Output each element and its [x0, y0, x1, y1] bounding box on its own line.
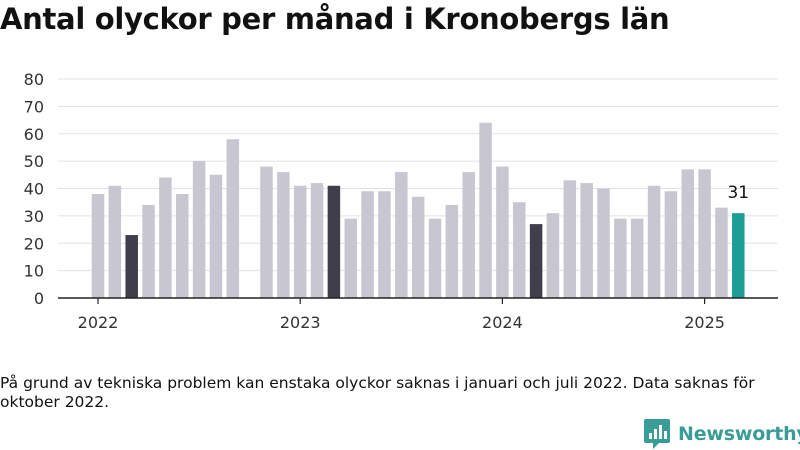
bar: [344, 218, 357, 298]
x-tick-label: 2024: [482, 313, 523, 332]
bar: [293, 185, 307, 298]
y-axis-ticks: 0 10 20 30 40 50 60 70 80: [24, 70, 44, 308]
y-tick-label: 30: [24, 207, 44, 226]
bar: [445, 204, 459, 298]
y-tick-label: 70: [24, 97, 44, 116]
bar: [226, 139, 240, 298]
latest-value-label: 31: [727, 183, 749, 203]
bar: [529, 224, 543, 298]
bar: [630, 218, 644, 298]
brand-name: Newsworthy: [678, 423, 800, 445]
x-tick-label: 2025: [684, 313, 725, 332]
bars: [91, 122, 745, 298]
bar: [91, 193, 105, 298]
bar: [411, 196, 425, 298]
bar: [192, 161, 206, 298]
bar: [260, 166, 273, 298]
bar: [496, 166, 509, 298]
bar: [125, 235, 138, 298]
y-tick-label: 50: [24, 152, 44, 171]
footnote: På grund av tekniska problem kan enstaka…: [0, 374, 755, 411]
bar-chart: 0 10 20 30 40 50 60 70 80 2022 2023 2024 2025 31: [24, 70, 778, 332]
bar: [513, 202, 526, 298]
bar: [277, 172, 290, 298]
bar: [327, 185, 341, 298]
bar: [580, 183, 593, 298]
bar-chart-logo-icon: [644, 419, 670, 449]
bar: [664, 191, 678, 298]
x-tick-label: 2022: [78, 313, 119, 332]
y-tick-label: 0: [34, 289, 44, 308]
bar: [546, 213, 560, 298]
bar: [732, 213, 745, 298]
newsworthy-logo[interactable]: Newsworthy: [644, 419, 800, 449]
bar: [698, 169, 711, 298]
x-tick-label: 2023: [280, 313, 321, 332]
y-tick-label: 60: [24, 125, 44, 144]
bar: [647, 185, 661, 298]
bar: [361, 191, 374, 298]
data-labels: 31: [727, 183, 749, 203]
bar: [681, 169, 694, 298]
bar: [209, 174, 223, 298]
bar: [176, 193, 189, 298]
bar: [395, 172, 408, 298]
bar: [310, 183, 324, 298]
bar: [378, 191, 391, 298]
bar: [108, 185, 122, 298]
bar: [597, 188, 610, 298]
chart-title: Antal olyckor per månad i Kronobergs län: [0, 2, 670, 36]
bar: [563, 180, 577, 298]
bar: [159, 177, 172, 298]
y-tick-label: 40: [24, 180, 44, 199]
bar: [428, 218, 442, 298]
y-tick-label: 20: [24, 234, 44, 253]
y-tick-label: 80: [24, 70, 44, 89]
bar: [715, 207, 728, 298]
bar: [142, 204, 155, 298]
y-tick-label: 10: [24, 262, 44, 281]
bar: [479, 122, 492, 298]
bar: [614, 218, 627, 298]
bar: [462, 172, 475, 298]
x-axis-ticks: 2022 2023 2024 2025: [58, 297, 778, 332]
